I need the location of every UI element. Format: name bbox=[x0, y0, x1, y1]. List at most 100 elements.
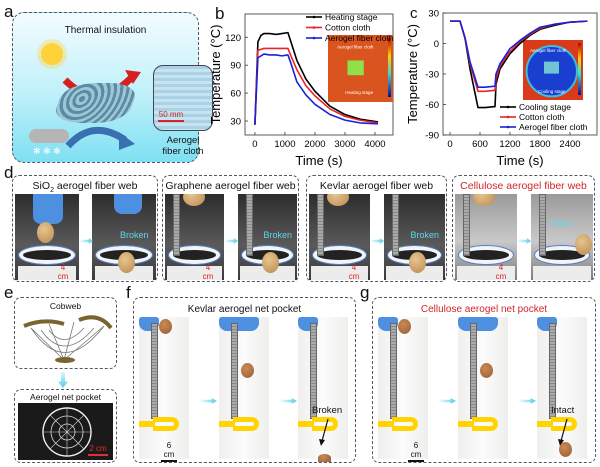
egg bbox=[241, 363, 254, 378]
panel-f-kevlar-net-pocket: Kevlar aerogel net pocket 6 cm Broken bbox=[133, 297, 356, 463]
fiber-web-box: Kevlar aerogel fiber web 4 cm Broken bbox=[306, 175, 447, 282]
arrow-right-icon bbox=[199, 398, 217, 404]
series-line-aerogel-fiber-cloth bbox=[450, 20, 588, 89]
fabric-closeup-image: 50 mm bbox=[153, 65, 213, 131]
legend-marker bbox=[312, 26, 316, 29]
y-tick-label: 0 bbox=[434, 39, 439, 50]
drop-photo-2 bbox=[458, 317, 508, 459]
glove bbox=[33, 194, 63, 224]
net-illustration bbox=[42, 407, 92, 457]
red-arrowhead-icon bbox=[125, 70, 141, 84]
fiber-web-holder bbox=[457, 245, 515, 265]
after-drop-photo: Broken bbox=[238, 194, 297, 280]
result-annotation: Broken bbox=[312, 405, 343, 416]
arrow-right-icon bbox=[370, 238, 384, 244]
legend-label: Heating stage bbox=[325, 12, 378, 22]
scale-bar-6cm: 6 cm bbox=[161, 441, 177, 462]
egg-broken bbox=[261, 252, 279, 273]
ruler bbox=[470, 323, 477, 419]
before-drop-photo: 4 cm bbox=[455, 194, 517, 280]
inset-label-sample: Aerogel fiber cloth bbox=[530, 48, 567, 53]
after-drop-photo: Broken bbox=[92, 194, 156, 280]
net-pocket-handle bbox=[537, 421, 553, 427]
panel-label-c: c bbox=[410, 5, 418, 22]
before-drop-photo: 4 cm bbox=[309, 194, 370, 280]
panel-label-g: g bbox=[360, 283, 370, 302]
panel-label-b: b bbox=[215, 4, 225, 23]
series-line-aerogel-fiber-cloth bbox=[254, 53, 379, 125]
snowflake-icon: ✻ ✻ ✻ bbox=[33, 146, 61, 156]
egg bbox=[398, 319, 411, 334]
sun-icon bbox=[41, 43, 63, 65]
arrow-right-icon bbox=[518, 398, 536, 404]
x-tick-label: 1800 bbox=[529, 139, 550, 150]
cloud-icon bbox=[29, 129, 69, 143]
inset-label-stage: Cooling stage bbox=[538, 89, 566, 94]
ruler bbox=[392, 194, 399, 256]
panel-a-title: Thermal insulation bbox=[64, 25, 147, 36]
after-drop-photo: Intact bbox=[531, 194, 593, 280]
fiber-web-title: Cellulose aerogel fiber web bbox=[460, 180, 587, 192]
title-part: SiO bbox=[32, 180, 51, 192]
drop-photo-1: 6 cm bbox=[139, 317, 189, 459]
x-tick-label: 1200 bbox=[499, 139, 520, 150]
stand bbox=[533, 266, 591, 280]
egg bbox=[327, 194, 349, 206]
glove bbox=[219, 317, 259, 331]
panel-label-e: e bbox=[4, 283, 14, 302]
series-line-heating-stage bbox=[254, 31, 379, 125]
scale-bar-6cm: 6 cm bbox=[408, 441, 424, 462]
egg-broken bbox=[408, 252, 426, 273]
legend-label: Cooling stage bbox=[519, 102, 571, 112]
drop-photo-3: Broken bbox=[298, 317, 348, 462]
drop-photo-2 bbox=[219, 317, 269, 459]
fiber-web-box: Cellulose aerogel fiber web 4 cm Intact bbox=[452, 175, 595, 282]
before-drop-photo: 4 cm bbox=[165, 194, 224, 280]
series-line-cotton-cloth bbox=[254, 47, 379, 125]
panel-f-title: Kevlar aerogel net pocket bbox=[187, 304, 302, 315]
x-tick-label: 3000 bbox=[334, 139, 355, 150]
net-pocket-handle bbox=[139, 421, 155, 427]
ruler bbox=[463, 194, 470, 256]
fiber-web-box: SiO2 aerogel fiber web 4 cm Broken bbox=[12, 175, 158, 282]
fiber-web-title: SiO2 aerogel fiber web bbox=[13, 180, 157, 194]
arrow-right-icon bbox=[224, 238, 238, 244]
aerogel-net-pocket-box: Aerogel net pocket 2 cm bbox=[14, 389, 117, 463]
caption-line-2: fiber cloth bbox=[162, 146, 204, 157]
net-pocket-handle bbox=[219, 421, 235, 427]
inset-sample bbox=[347, 60, 364, 76]
egg bbox=[183, 194, 205, 206]
net-pocket-handle bbox=[458, 421, 474, 427]
scale-bar-4cm: 4 cm bbox=[493, 263, 509, 280]
blue-arrowhead-icon bbox=[119, 132, 135, 150]
legend-label: Cotton cloth bbox=[519, 112, 565, 122]
legend-marker bbox=[312, 15, 316, 19]
egg bbox=[37, 222, 54, 243]
down-arrow-icon bbox=[58, 372, 68, 388]
thermal-image-inset: Aerogel fiber cloth Heating stage bbox=[328, 35, 393, 102]
scale-bar-50mm: 50 mm bbox=[158, 110, 184, 122]
ruler bbox=[231, 323, 238, 419]
y-axis-label: Temperature (°C) bbox=[208, 25, 223, 125]
legend-label: Aerogel fiber cloth bbox=[325, 33, 394, 43]
y-tick-label: 30 bbox=[428, 9, 439, 20]
y-axis-label: Temperature (°C) bbox=[405, 24, 420, 124]
cobweb-illustration bbox=[23, 315, 113, 363]
fiber-web-title: Graphene aerogel fiber web bbox=[165, 180, 296, 192]
scale-bar-4cm: 4 cm bbox=[346, 263, 362, 280]
stand bbox=[240, 266, 295, 280]
glove bbox=[458, 317, 498, 331]
scale-bar-2cm: 2 cm bbox=[88, 444, 108, 456]
net-pocket-handle bbox=[378, 421, 394, 427]
y-tick-label: 60 bbox=[230, 89, 241, 100]
drop-photo-1: 6 cm bbox=[378, 317, 428, 459]
fiber-web-holder bbox=[17, 245, 77, 265]
x-tick-label: 4000 bbox=[364, 139, 385, 150]
aerogel-fiber-cloth-caption: Aerogel fiber cloth bbox=[151, 135, 215, 157]
inset-sample bbox=[544, 61, 559, 74]
panel-g-cellulose-net-pocket: Cellulose aerogel net pocket 6 cm Intact bbox=[372, 297, 596, 463]
panel-label-a: a bbox=[4, 2, 14, 21]
arrow-right-icon bbox=[438, 398, 456, 404]
cobweb-title: Cobweb bbox=[49, 301, 82, 311]
net-pocket-ring bbox=[472, 417, 498, 431]
